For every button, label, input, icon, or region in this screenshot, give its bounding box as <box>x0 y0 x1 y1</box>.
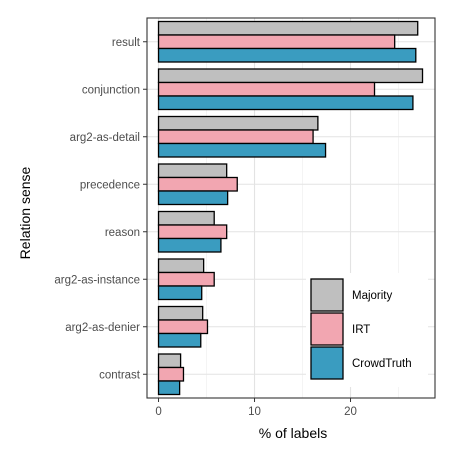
bar-crowdtruth-reason <box>157 237 222 253</box>
bar-majority-reason <box>157 210 215 226</box>
y-tick-label: conjunction <box>82 84 140 96</box>
y-tick-label: contrast <box>99 369 141 381</box>
legend-label-irt: IRT <box>352 324 370 336</box>
panel-border <box>146 17 436 399</box>
bar-majority-arg2-as-instance <box>157 258 205 274</box>
bar-irt-conjunction <box>157 81 376 97</box>
bar-majority-arg2-as-denier <box>157 305 204 321</box>
bar-irt-contrast <box>157 366 185 382</box>
y-tick-label: reason <box>105 227 140 239</box>
bar-majority-arg2-as-detail <box>157 115 319 131</box>
bar-crowdtruth-arg2-as-denier <box>157 332 202 348</box>
y-tick-label: arg2-as-detail <box>70 132 140 144</box>
x-tick-label: 10 <box>248 406 261 418</box>
bar-irt-arg2-as-instance <box>157 271 215 287</box>
bar-crowdtruth-precedence <box>157 190 229 206</box>
legend-label-majority: Majority <box>352 290 393 302</box>
bar-irt-arg2-as-denier <box>157 319 209 335</box>
bar-irt-reason <box>157 224 228 240</box>
bar-crowdtruth-arg2-as-detail <box>157 142 327 158</box>
bar-majority-contrast <box>157 353 182 369</box>
legend-key-crowdtruth <box>310 346 344 380</box>
y-tick-label: arg2-as-instance <box>54 274 140 286</box>
bar-majority-conjunction <box>157 68 424 84</box>
bar-crowdtruth-arg2-as-instance <box>157 285 203 301</box>
x-tick-label: 0 <box>155 406 161 418</box>
bar-crowdtruth-conjunction <box>157 95 414 111</box>
y-axis-title: Relation sense <box>17 166 33 259</box>
bar-irt-result <box>157 34 396 50</box>
legend-key-majority <box>310 278 344 312</box>
y-tick-label: result <box>112 37 141 49</box>
x-axis-title: % of labels <box>259 425 327 441</box>
legend-label-crowdtruth: CrowdTruth <box>352 358 412 370</box>
bar-irt-precedence <box>157 176 238 192</box>
bar-crowdtruth-result <box>157 47 417 63</box>
bar-majority-precedence <box>157 163 228 179</box>
bar-crowdtruth-contrast <box>157 380 181 396</box>
bar-majority-result <box>157 20 419 36</box>
axis-layer: result conjunction arg2-as-detail precedenc… <box>54 17 436 418</box>
legend: Majority IRT CrowdTruth <box>306 273 428 387</box>
bar-layer <box>157 20 424 396</box>
x-tick-label: 20 <box>344 406 357 418</box>
legend-key-irt <box>310 312 344 346</box>
bar-irt-arg2-as-detail <box>157 129 314 145</box>
y-tick-label: arg2-as-denier <box>65 322 140 334</box>
y-tick-label: precedence <box>80 179 140 191</box>
